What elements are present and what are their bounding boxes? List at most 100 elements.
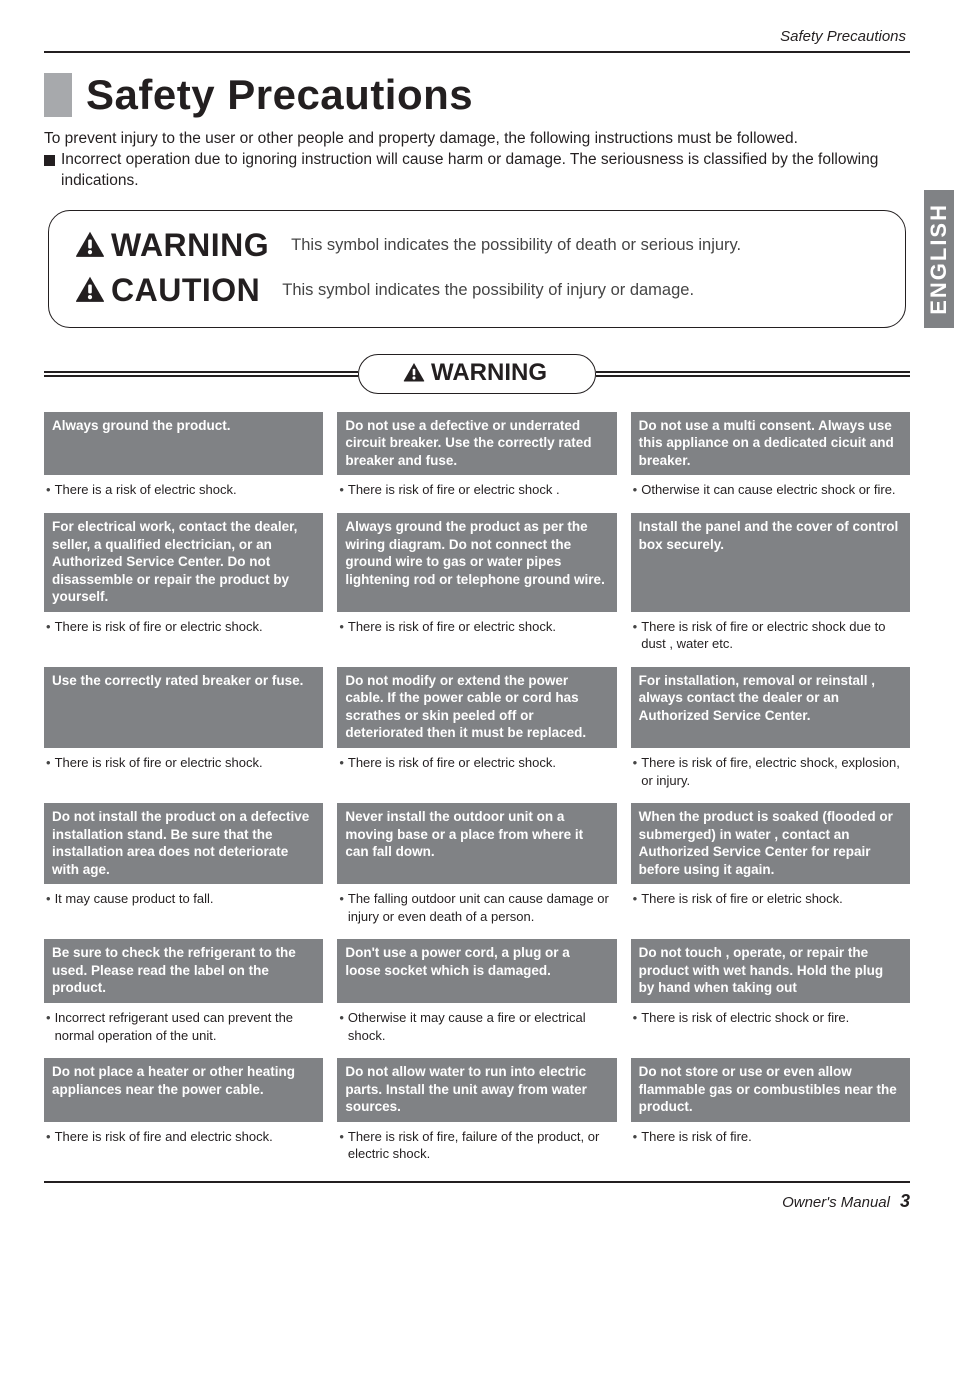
warning-triangle-icon <box>75 275 105 305</box>
warning-cell-body: •The falling outdoor unit can cause dama… <box>337 884 616 939</box>
title-grey-tab <box>44 73 72 117</box>
warning-cell-head: Do not touch , operate, or repair the pr… <box>631 939 910 1003</box>
bullet-dot-icon: • <box>46 481 51 499</box>
warning-triangle-icon <box>75 230 105 260</box>
warning-grid: Always ground the product.Do not use a d… <box>44 412 910 1177</box>
warning-cell-body: •There is risk of fire or electric shock… <box>44 748 323 803</box>
warning-cell-body: •There is risk of fire or electric shock… <box>44 612 323 667</box>
warning-cell-body-text: There is risk of fire or electric shock … <box>348 481 560 499</box>
bullet-dot-icon: • <box>633 618 638 653</box>
bullet-dot-icon: • <box>633 1128 638 1163</box>
bullet-dot-icon: • <box>339 481 344 499</box>
warning-cell-body: •There is risk of fire or eletric shock. <box>631 884 910 939</box>
bullet-dot-icon: • <box>633 754 638 789</box>
section-divider-left <box>44 371 358 377</box>
warning-cell-body: •There is risk of fire, failure of the p… <box>337 1122 616 1177</box>
warning-cell-head: Do not store or use or even allow flamma… <box>631 1058 910 1122</box>
bullet-dot-icon: • <box>46 754 51 789</box>
bullet-dot-icon: • <box>633 481 638 499</box>
bullet-dot-icon: • <box>46 890 51 925</box>
section-divider: WARNING <box>44 354 910 394</box>
section-divider-right <box>596 371 910 377</box>
bullet-dot-icon: • <box>633 890 638 925</box>
page-title: Safety Precautions <box>86 71 473 119</box>
warning-callout-text: This symbol indicates the possibility of… <box>291 236 741 255</box>
warning-cell-head: For installation, removal or reinstall ,… <box>631 667 910 748</box>
warning-cell-body: •There is risk of fire. <box>631 1122 910 1177</box>
warning-cell-body-text: There is risk of fire or electric shock. <box>55 618 263 653</box>
warning-cell-head: Do not modify or extend the power cable.… <box>337 667 616 748</box>
top-rule <box>44 51 910 53</box>
warning-cell-head: For electrical work, contact the dealer,… <box>44 513 323 612</box>
bullet-dot-icon: • <box>46 1009 51 1044</box>
warning-cell-body-text: There is risk of fire. <box>641 1128 752 1163</box>
warning-cell-body: •There is risk of electric shock or fire… <box>631 1003 910 1058</box>
running-header: Safety Precautions <box>44 28 910 45</box>
bullet-dot-icon: • <box>633 1009 638 1044</box>
warning-cell-body: •There is risk of fire or electric shock… <box>631 612 910 667</box>
warning-cell-body-text: There is risk of fire or eletric shock. <box>641 890 843 925</box>
bullet-dot-icon: • <box>339 1128 344 1163</box>
warning-cell-body-text: There is risk of fire or electric shock. <box>348 754 556 789</box>
warning-cell-body: •There is risk of fire and electric shoc… <box>44 1122 323 1177</box>
title-block: Safety Precautions <box>44 71 910 119</box>
language-side-tab-label: ENGLISH <box>926 203 952 315</box>
page-footer: Owner's Manual 3 <box>44 1191 910 1212</box>
section-warning-label: WARNING <box>431 359 547 387</box>
warning-cell-body: •There is risk of fire or electric shock… <box>337 475 616 513</box>
warning-cell-body-text: Otherwise it may cause a fire or electri… <box>348 1009 615 1044</box>
intro-line-2-text: Incorrect operation due to ignoring inst… <box>61 150 910 192</box>
warning-cell-body: •Otherwise it may cause a fire or electr… <box>337 1003 616 1058</box>
warning-cell-body-text: There is a risk of electric shock. <box>55 481 237 499</box>
bullet-dot-icon: • <box>339 618 344 653</box>
square-bullet-icon <box>44 155 55 166</box>
warning-cell-body-text: There is risk of fire, electric shock, e… <box>641 754 908 789</box>
bullet-dot-icon: • <box>46 618 51 653</box>
warning-cell-head: Do not use a defective or underrated cir… <box>337 412 616 476</box>
warning-cell-body-text: There is risk of electric shock or fire. <box>641 1009 849 1044</box>
caution-badge: CAUTION <box>75 272 260 309</box>
warning-cell-head: Always ground the product as per the wir… <box>337 513 616 612</box>
warning-badge-label: WARNING <box>111 227 269 264</box>
warning-cell-head: When the product is soaked (flooded or s… <box>631 803 910 884</box>
warning-caution-callout-box: WARNING This symbol indicates the possib… <box>48 210 906 328</box>
warning-cell-head: Don't use a power cord, a plug or a loos… <box>337 939 616 1003</box>
warning-cell-body: •There is risk of fire or electric shock… <box>337 612 616 667</box>
warning-cell-body: •Otherwise it can cause electric shock o… <box>631 475 910 513</box>
warning-cell-body: •There is a risk of electric shock. <box>44 475 323 513</box>
warning-cell-body-text: There is risk of fire and electric shock… <box>55 1128 273 1163</box>
warning-cell-head: Do not install the product on a defectiv… <box>44 803 323 884</box>
warning-cell-head: Do not place a heater or other heating a… <box>44 1058 323 1122</box>
warning-cell-head: Be sure to check the refrigerant to the … <box>44 939 323 1003</box>
warning-cell-body: •It may cause product to fall. <box>44 884 323 939</box>
warning-cell-body: •Incorrect refrigerant used can prevent … <box>44 1003 323 1058</box>
warning-cell-head: Always ground the product. <box>44 412 323 476</box>
warning-cell-body-text: There is risk of fire or electric shock … <box>641 618 908 653</box>
bullet-dot-icon: • <box>339 890 344 925</box>
warning-cell-body-text: There is risk of fire or electric shock. <box>348 618 556 653</box>
warning-cell-body-text: There is risk of fire or electric shock. <box>55 754 263 789</box>
bullet-dot-icon: • <box>339 754 344 789</box>
warning-cell-head: Do not use a multi consent. Always use t… <box>631 412 910 476</box>
warning-cell-body-text: There is risk of fire, failure of the pr… <box>348 1128 615 1163</box>
warning-cell-body-text: The falling outdoor unit can cause damag… <box>348 890 615 925</box>
footer-rule <box>44 1181 910 1183</box>
warning-callout-row: WARNING This symbol indicates the possib… <box>75 227 879 264</box>
bullet-dot-icon: • <box>46 1128 51 1163</box>
intro-line-2: Incorrect operation due to ignoring inst… <box>44 150 910 192</box>
section-warning-badge: WARNING <box>358 354 596 394</box>
caution-callout-row: CAUTION This symbol indicates the possib… <box>75 272 879 309</box>
warning-cell-head: Never install the outdoor unit on a movi… <box>337 803 616 884</box>
intro-paragraph: To prevent injury to the user or other p… <box>44 129 910 192</box>
warning-cell-body: •There is risk of fire or electric shock… <box>337 748 616 803</box>
warning-cell-head: Do not allow water to run into electric … <box>337 1058 616 1122</box>
footer-manual-label: Owner's Manual <box>782 1194 890 1211</box>
warning-triangle-icon <box>403 362 425 384</box>
caution-badge-label: CAUTION <box>111 272 260 309</box>
intro-line-1: To prevent injury to the user or other p… <box>44 129 910 150</box>
footer-page-number: 3 <box>900 1191 910 1212</box>
warning-cell-head: Use the correctly rated breaker or fuse. <box>44 667 323 748</box>
caution-callout-text: This symbol indicates the possibility of… <box>282 281 694 300</box>
warning-cell-body-text: Incorrect refrigerant used can prevent t… <box>55 1009 322 1044</box>
bullet-dot-icon: • <box>339 1009 344 1044</box>
